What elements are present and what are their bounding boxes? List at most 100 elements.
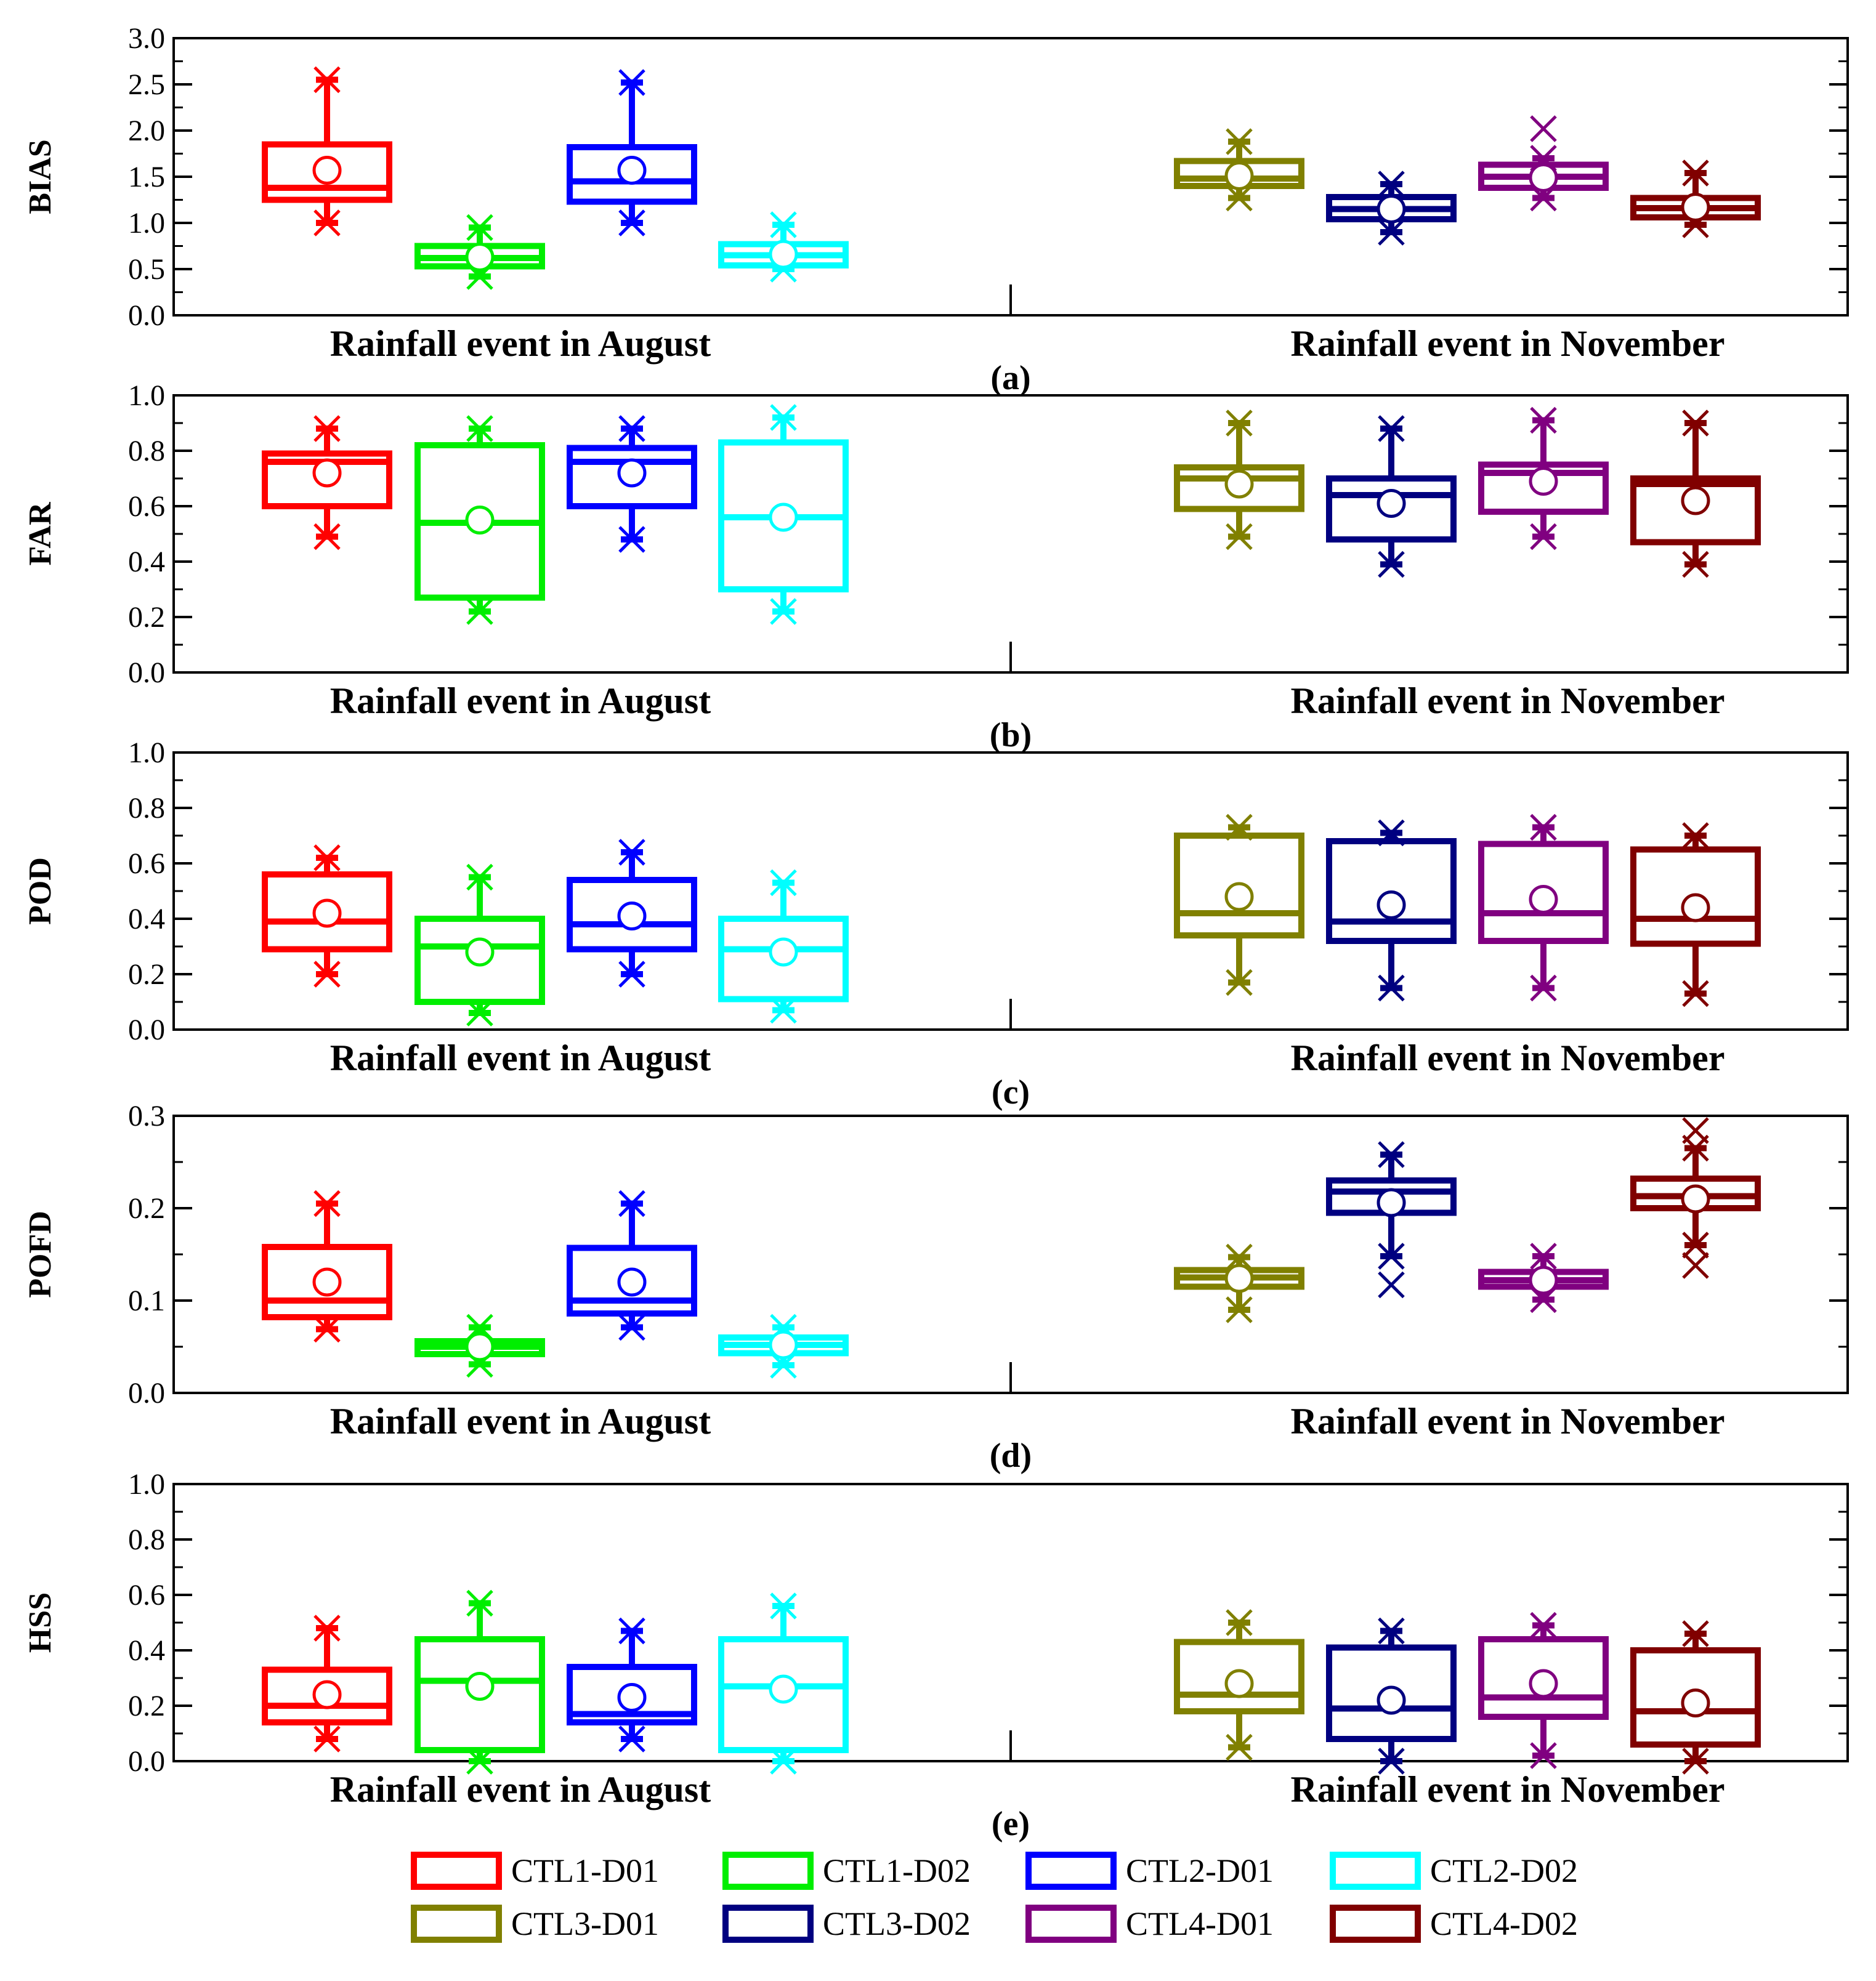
box-CTL4-D02 <box>1630 1620 1761 1775</box>
y-tick-label: 1.0 <box>128 207 165 240</box>
extreme-marker <box>618 1725 645 1753</box>
extreme-marker <box>1226 184 1253 212</box>
mean-marker <box>312 1267 342 1297</box>
y-tick-label: 1.0 <box>128 1468 165 1501</box>
mean-marker <box>465 506 495 535</box>
mean-marker <box>1681 1184 1710 1214</box>
box-CTL4-D02 <box>1630 822 1761 1007</box>
box-CTL1-D01 <box>262 415 392 551</box>
legend-item-CTL1-D02: CTL1-D02 <box>722 1852 971 1890</box>
box-CTL1-D02 <box>414 1589 545 1775</box>
y-tick-label: 0.5 <box>128 253 165 286</box>
mean-marker <box>1224 882 1254 911</box>
extreme-marker <box>1226 813 1253 841</box>
y-tick-label: 0.0 <box>128 299 165 332</box>
mean-marker <box>1529 1669 1558 1698</box>
panel-label: (d) <box>990 1437 1032 1475</box>
legend-swatch <box>1330 1852 1421 1890</box>
extreme-marker <box>1378 974 1405 1002</box>
extreme-marker <box>1682 1748 1709 1775</box>
extreme-marker <box>1378 1617 1405 1645</box>
mean-marker <box>1529 163 1558 192</box>
extreme-marker <box>1226 1296 1253 1323</box>
extreme-marker <box>1226 969 1253 996</box>
mean-marker <box>769 1674 798 1704</box>
group-label: Rainfall event in November <box>1291 1769 1725 1810</box>
legend-swatch <box>1025 1905 1117 1943</box>
extreme-marker <box>1682 551 1709 578</box>
box-CTL4-D02 <box>1630 410 1761 578</box>
y-tick-label: 1.5 <box>128 161 165 193</box>
legend-swatch <box>411 1852 502 1890</box>
box-iqr <box>1174 1639 1304 1714</box>
mean-marker <box>617 458 647 488</box>
extreme-marker <box>618 526 645 553</box>
box-CTL1-D01 <box>262 844 392 988</box>
box-CTL4-D01 <box>1478 406 1609 551</box>
panel-label: (c) <box>992 1073 1030 1112</box>
box-CTL1-D01 <box>262 66 392 236</box>
extreme-marker <box>1682 159 1709 187</box>
extreme-marker <box>770 1352 797 1379</box>
extreme-marker <box>1530 1742 1557 1769</box>
extreme-marker <box>1378 219 1405 246</box>
mean-marker <box>617 1683 647 1712</box>
extreme-marker <box>1682 1252 1709 1279</box>
mean-marker <box>465 1332 495 1362</box>
group-label: Rainfall event in November <box>1291 1401 1725 1442</box>
y-tick-label: 0.0 <box>128 656 165 689</box>
group-label: Rainfall event in November <box>1291 323 1725 364</box>
mean-marker <box>312 156 342 185</box>
box-CTL2-D02 <box>718 1592 849 1775</box>
y-tick-label: 0.8 <box>128 792 165 825</box>
y-tick-label: 0.2 <box>128 601 165 634</box>
mean-marker <box>1377 1685 1406 1715</box>
extreme-marker <box>770 404 797 431</box>
mean-marker <box>769 240 798 269</box>
extreme-marker <box>313 1725 341 1753</box>
legend-item-CTL4-D01: CTL4-D01 <box>1025 1905 1274 1943</box>
extreme-marker <box>1530 523 1557 551</box>
y-tick-label: 0.2 <box>128 1690 165 1722</box>
mean-marker <box>1681 1688 1710 1717</box>
mean-marker <box>312 1680 342 1709</box>
mean-marker <box>1224 1669 1254 1698</box>
extreme-marker <box>1378 415 1405 442</box>
extreme-marker <box>313 415 341 442</box>
y-tick-label: 2.5 <box>128 68 165 101</box>
box-CTL4-D02 <box>1630 1117 1761 1279</box>
legend-label: CTL2-D02 <box>1430 1852 1578 1889</box>
extreme-marker <box>1682 1232 1709 1259</box>
mean-marker <box>1224 469 1254 499</box>
group-label: Rainfall event in November <box>1291 1038 1725 1078</box>
extreme-marker <box>1682 1620 1709 1647</box>
box-CTL2-D02 <box>718 211 849 283</box>
panel-label: (e) <box>992 1805 1030 1843</box>
extreme-marker <box>618 415 645 442</box>
extreme-marker <box>1530 1612 1557 1639</box>
extreme-marker <box>1378 1748 1405 1775</box>
legend-item-CTL4-D02: CTL4-D02 <box>1330 1905 1578 1943</box>
extreme-marker <box>1682 1117 1709 1144</box>
mean-marker <box>1377 489 1406 518</box>
extreme-marker <box>313 1315 341 1343</box>
extreme-marker <box>466 598 493 625</box>
extreme-marker <box>618 69 645 96</box>
extreme-marker <box>1226 410 1253 437</box>
box-CTL4-D01 <box>1478 813 1609 1002</box>
box-CTL4-D02 <box>1630 159 1761 238</box>
mean-marker <box>617 902 647 930</box>
legend-item-CTL1-D01: CTL1-D01 <box>411 1852 659 1890</box>
box-iqr <box>1174 833 1304 938</box>
box-CTL2-D01 <box>567 1190 697 1341</box>
extreme-marker <box>618 1313 645 1341</box>
extreme-marker <box>1530 406 1557 434</box>
extreme-marker <box>1226 523 1253 551</box>
box-CTL2-D02 <box>718 1313 849 1379</box>
extreme-marker <box>770 996 797 1024</box>
box-CTL2-D01 <box>567 839 697 988</box>
legend-item-CTL2-D01: CTL2-D01 <box>1025 1852 1274 1890</box>
extreme-marker <box>1378 1141 1405 1168</box>
extreme-marker <box>1226 1243 1253 1271</box>
y-tick-label: 0.4 <box>128 903 165 935</box>
